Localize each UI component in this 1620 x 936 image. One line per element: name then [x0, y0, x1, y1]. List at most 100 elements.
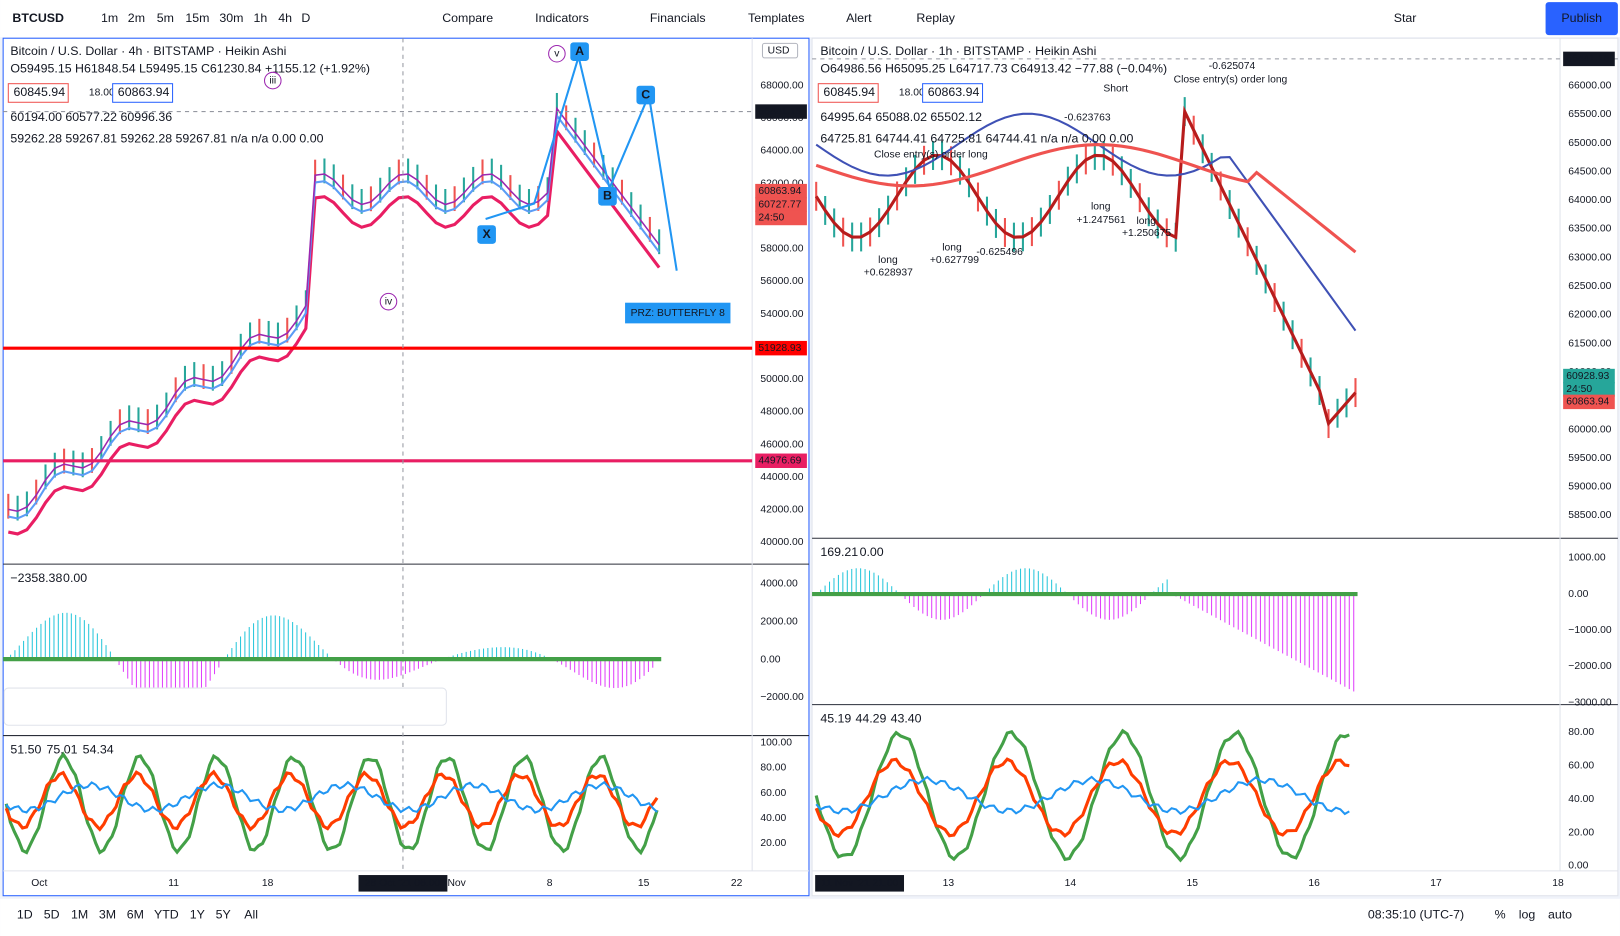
wave-marker [548, 44, 566, 63]
range-button[interactable]: YTD [154, 908, 179, 922]
price-tag [755, 183, 807, 199]
toolbar-button[interactable]: Compare [442, 11, 493, 25]
scale-toggle[interactable]: log [1519, 908, 1536, 922]
time-axis-label: 18 [1552, 878, 1564, 889]
price-tag-label: 66441.15 [1566, 54, 1609, 65]
interval-button[interactable]: 1m [101, 11, 118, 25]
price-tag-label: 24:50 [1566, 384, 1592, 395]
price-tag-label: 60928.93 [1566, 371, 1609, 382]
toolbar-button[interactable]: Indicators [535, 11, 589, 25]
currency-label[interactable]: USD [768, 45, 790, 56]
trade-note: long [942, 243, 962, 254]
osc-axis-label: −2000.00 [1568, 661, 1612, 672]
osc-axis-label: −3000.00 [1568, 697, 1612, 708]
price-axis-label: 59500.00 [1568, 453, 1611, 464]
price-tag-label: 60863.94 [1566, 397, 1609, 408]
range-button[interactable]: 5D [44, 908, 60, 922]
toolbar-button[interactable]: Templates [748, 11, 804, 25]
price-tag [755, 197, 807, 212]
rsi-axis-label: 20.00 [760, 838, 786, 849]
ma-values: 60194.00 60577.22 60996.36 [10, 110, 172, 124]
range-button[interactable]: 3M [99, 908, 116, 922]
ask-price: 60863.94 [928, 85, 980, 99]
rsi-value: 75.01 [47, 742, 78, 756]
osc-axis-label: 0.00 [760, 654, 780, 665]
wave-label: iv [385, 296, 393, 307]
wave-marker [379, 292, 398, 311]
scale-toggle[interactable]: % [1495, 908, 1506, 922]
osc-value: 169.21 [820, 545, 858, 559]
clock: 08:35:10 (UTC-7) [1368, 908, 1464, 922]
time-axis-label: 13 [943, 878, 955, 889]
rsi-value: 45.19 [820, 711, 851, 725]
price-axis-label: 63000.00 [1568, 252, 1611, 263]
interval-button[interactable]: 2m [128, 11, 145, 25]
time-axis-label: 17 [1430, 878, 1442, 889]
price-axis-label: 62500.00 [1568, 281, 1611, 292]
rsi-axis-label: 0.00 [1568, 861, 1588, 872]
currency-box [761, 42, 799, 59]
price-tag-label: 60727.77 [758, 199, 801, 210]
time-axis-label: 18 [262, 878, 274, 889]
publish-label[interactable]: Publish [1561, 11, 1602, 25]
range-button[interactable]: 6M [127, 908, 144, 922]
symbol[interactable]: BTCUSD [12, 11, 64, 25]
time-axis-label: 11 [168, 878, 179, 889]
ma-values: 64725.81 64744.41 64725.81 64744.41 n/a … [820, 132, 1133, 146]
range-button[interactable]: 1Y [190, 908, 205, 922]
price-tag [755, 340, 807, 356]
publish-button[interactable] [1545, 2, 1618, 36]
time-axis-label: Nov [447, 878, 466, 889]
rsi-axis-label: 40.00 [1568, 794, 1594, 805]
interval-button[interactable]: 15m [185, 11, 209, 25]
price-tag [1563, 368, 1615, 384]
wave-label: v [554, 48, 560, 59]
scale-toggle[interactable]: auto [1548, 908, 1572, 922]
rsi-value: 54.34 [83, 742, 114, 756]
rsi-axis-label: 100.00 [760, 738, 792, 749]
interval-button[interactable]: D [301, 11, 310, 25]
spread: 18.00 [89, 88, 115, 99]
pattern-marker [636, 85, 656, 105]
bid-box [817, 83, 879, 103]
ma-values: 64995.64 65088.02 65502.12 [820, 110, 982, 124]
left-pane [2, 37, 810, 897]
rsi-line [814, 757, 1350, 839]
interval-button[interactable]: 1h [254, 11, 268, 25]
price-tag-label: 24:50 [758, 213, 784, 224]
pattern-marker [570, 42, 589, 61]
rsi-axis-label: 20.00 [1568, 827, 1594, 838]
pattern-marker [477, 225, 496, 244]
trade-note: -0.623763 [1064, 113, 1111, 124]
ma-line [8, 106, 660, 513]
osc-axis-label: 1000.00 [1568, 553, 1606, 564]
price-axis-label: 60000.00 [1568, 424, 1611, 435]
toolbar-button[interactable]: Alert [846, 11, 872, 25]
price-axis-label: 61500.00 [1568, 338, 1611, 349]
trade-note: long [1136, 216, 1156, 227]
bottom-bar [0, 898, 1620, 936]
star-button[interactable]: Star [1394, 11, 1417, 25]
toolbar-button[interactable]: Financials [650, 11, 706, 25]
rsi-value: 51.50 [10, 742, 41, 756]
trade-note: +1.247561 [1077, 215, 1126, 226]
range-button[interactable]: All [244, 908, 258, 922]
interval-button[interactable]: 30m [219, 11, 243, 25]
rsi-axis-label: 40.00 [760, 813, 786, 824]
range-button[interactable]: 5Y [216, 908, 231, 922]
range-button[interactable]: 1D [17, 908, 33, 922]
interval-button[interactable]: 4h [278, 11, 292, 25]
range-button[interactable]: 1M [71, 908, 88, 922]
bid-price: 60845.94 [13, 85, 65, 99]
trade-note: long [878, 255, 898, 266]
trade-note: +0.627799 [930, 255, 979, 266]
price-axis-label: 50000.00 [760, 374, 803, 385]
rsi-axis-label: 60.00 [1568, 761, 1594, 772]
toolbar-button[interactable]: Replay [916, 11, 955, 25]
price-axis-label: 68000.00 [760, 80, 803, 91]
interval-button[interactable]: 5m [157, 11, 174, 25]
drawing-toolbar [3, 687, 447, 726]
rsi-line [815, 775, 1350, 816]
trade-note: +0.628937 [864, 267, 913, 278]
price-tag [1563, 51, 1615, 67]
